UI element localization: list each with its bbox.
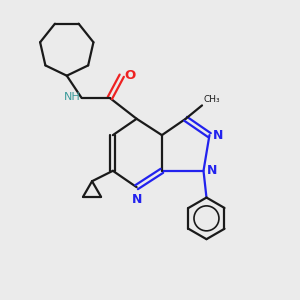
Text: O: O xyxy=(125,69,136,82)
Text: NH: NH xyxy=(63,92,80,101)
Text: CH₃: CH₃ xyxy=(203,95,220,104)
Text: N: N xyxy=(131,193,142,206)
Text: N: N xyxy=(207,164,218,177)
Text: N: N xyxy=(213,129,224,142)
